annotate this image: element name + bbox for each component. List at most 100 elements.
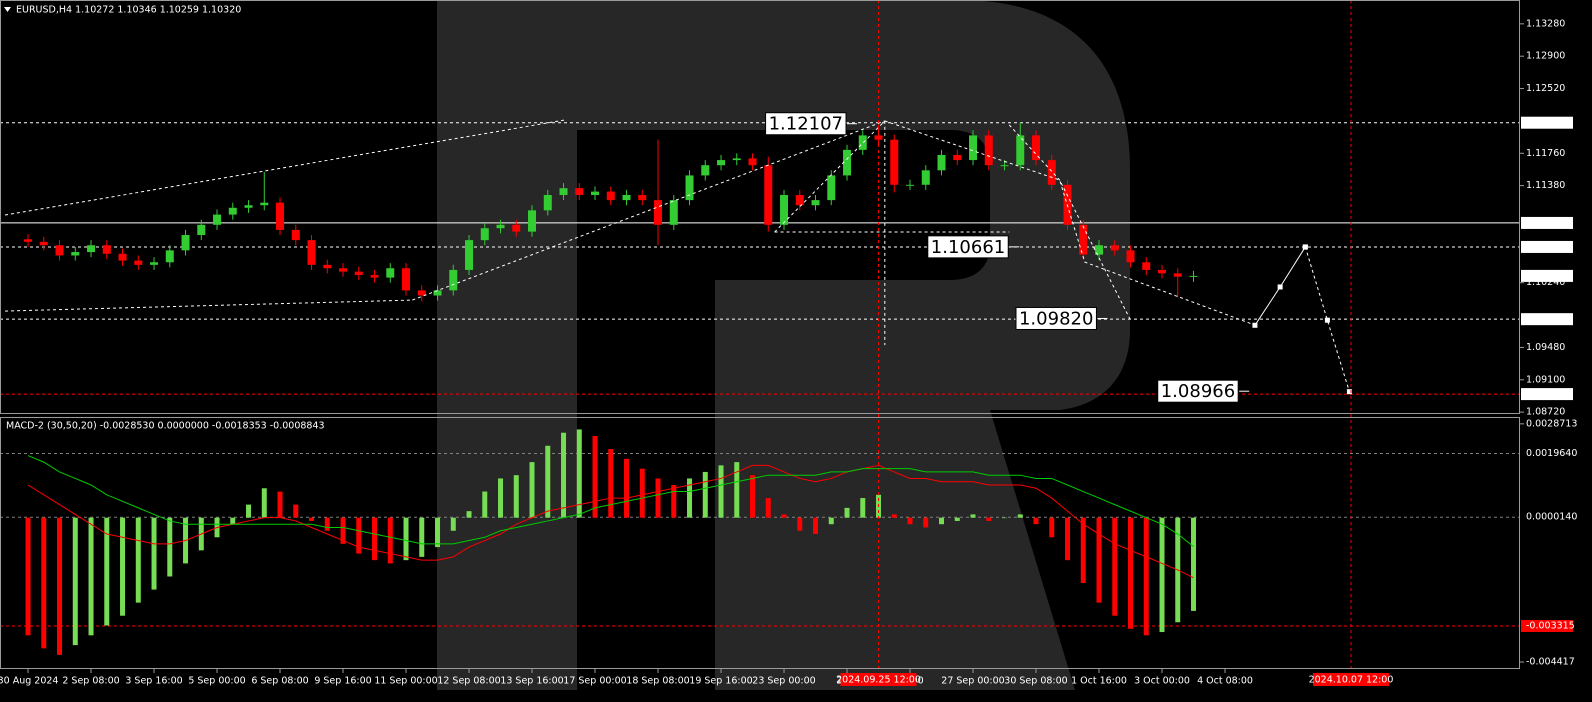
histogram-bar: [1002, 517, 1008, 519]
level-label: 1.10320: [1526, 270, 1565, 281]
histogram-bar: [702, 471, 708, 518]
price-tag-box: [1157, 379, 1239, 403]
x-tick-label: 19 Sep 16:00: [689, 676, 752, 687]
candle-body: [102, 245, 111, 254]
candle-body: [197, 224, 206, 236]
candle-body: [181, 235, 190, 251]
candle-body: [906, 184, 915, 186]
x-tick-label: 3 Oct 00:00: [1134, 676, 1190, 687]
x-tick-label: 18 Sep 08:00: [626, 676, 689, 687]
histogram-bar: [1112, 517, 1118, 616]
forecast-point: [1346, 389, 1352, 395]
axis-layer: 1.13280 1.12900 1.12520 1.11760 1.11380 1.102…: [0, 18, 1577, 686]
forecast-point: [1302, 244, 1308, 250]
histogram-bar: [72, 517, 78, 646]
candle-body: [748, 158, 757, 166]
candle-body: [937, 154, 946, 171]
wave-line: [412, 120, 885, 301]
histogram-bar: [1143, 517, 1149, 636]
candle-body: [87, 245, 96, 253]
histogram-bar: [891, 514, 897, 518]
symbol-menu-arrow[interactable]: [4, 7, 11, 12]
candle-body: [213, 214, 222, 225]
candle-body: [890, 139, 899, 185]
histogram-bar: [639, 468, 645, 518]
candle-body: [496, 224, 505, 229]
histogram-bar: [246, 504, 252, 518]
level-label: 1.09812: [1526, 314, 1565, 325]
y-tick-label: 1.12520: [1526, 83, 1565, 94]
level-label: 1.10660: [1526, 241, 1565, 252]
candle-body: [1000, 165, 1009, 167]
candle-body: [291, 229, 300, 241]
candle-body: [780, 195, 789, 225]
indicator-title: MACD-2 (30,50,20) -0.0028530 0.0000000 -…: [6, 421, 325, 432]
x-tick-label: 4 Oct 08:00: [1197, 676, 1253, 687]
histogram-bar: [1065, 517, 1071, 561]
price-tag-label: 1.12107: [769, 114, 843, 135]
histogram-bar: [419, 517, 425, 557]
candle-body: [24, 239, 33, 242]
pane-frames: [0, 0, 1520, 669]
level-label-box: [1521, 216, 1573, 229]
level-label: 0.0019640: [1526, 448, 1577, 459]
candle-body: [1126, 250, 1135, 263]
y-tick-label: 1.12900: [1526, 51, 1565, 62]
level-label-box: [1521, 388, 1573, 401]
level-label-box: [1521, 240, 1573, 253]
histogram-bar: [734, 462, 740, 518]
candle-body: [150, 262, 159, 265]
candle-body: [118, 253, 127, 261]
wave-line: [1304, 246, 1350, 392]
histogram-bar: [592, 435, 598, 518]
chart-title: EURUSD,H4 1.10272 1.10346 1.10259 1.1032…: [16, 5, 241, 16]
histogram-bar: [513, 475, 519, 518]
histogram-bar: [718, 465, 724, 518]
x-tick-label: 11 Sep 00:00: [374, 676, 437, 687]
candle-body: [71, 252, 80, 256]
candle-body: [764, 165, 773, 225]
histogram-bar: [1033, 517, 1039, 525]
candle-body: [811, 200, 820, 206]
histogram-bar: [372, 517, 378, 561]
grid-layer: [0, 122, 1520, 627]
level-label: 0.0000140: [1526, 512, 1577, 523]
candle-body: [134, 260, 143, 265]
level-label-box: [1521, 269, 1573, 282]
level-label-box: [1521, 116, 1573, 129]
x-tick-label: 13 Sep 16:00: [500, 676, 563, 687]
candle-body: [969, 135, 978, 161]
candle-body: [827, 175, 836, 201]
watermark: [437, 0, 1130, 690]
x-tick-label: 17 Sep 00:00: [563, 676, 626, 687]
histogram-bar: [907, 517, 913, 525]
histogram-bar: [655, 478, 661, 518]
histogram-bar: [813, 517, 819, 535]
mark-layer: [24, 122, 1198, 655]
forecast-point: [1277, 284, 1283, 290]
histogram-bar: [88, 517, 94, 636]
candle-body: [543, 195, 552, 211]
candle-body: [244, 205, 253, 208]
candle-body: [1173, 273, 1182, 277]
histogram-bar: [1017, 514, 1023, 518]
candle-body: [953, 154, 962, 161]
level-label-box: [1521, 313, 1573, 326]
candle-body: [449, 269, 458, 291]
candle-body: [402, 268, 411, 291]
candle-body: [717, 160, 726, 166]
x-tick-label: 12 Sep 08:00: [437, 676, 500, 687]
histogram-bar: [545, 445, 551, 518]
histogram-bar: [828, 517, 834, 525]
candle-body: [858, 135, 867, 150]
histogram-bar: [261, 488, 267, 518]
level-label-box: [1521, 620, 1573, 633]
histogram-bar: [403, 517, 409, 561]
price-tag-box: [927, 235, 1009, 259]
x-tick-label: 5 Sep 00:00: [188, 676, 245, 687]
candle-body: [465, 240, 474, 270]
histogram-bar: [954, 517, 960, 521]
histogram-bar: [1191, 517, 1197, 611]
histogram-bar: [293, 504, 299, 518]
